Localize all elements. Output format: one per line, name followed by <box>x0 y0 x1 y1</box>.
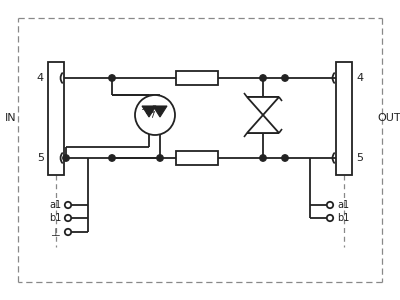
Bar <box>336 62 352 175</box>
Text: b1: b1 <box>49 213 61 223</box>
Polygon shape <box>153 106 167 117</box>
Circle shape <box>327 215 333 221</box>
Polygon shape <box>247 115 279 133</box>
Circle shape <box>260 155 266 161</box>
Circle shape <box>282 75 288 81</box>
Text: 4: 4 <box>356 73 363 83</box>
Polygon shape <box>247 97 279 115</box>
Text: a1: a1 <box>49 200 61 210</box>
Circle shape <box>109 75 115 81</box>
Circle shape <box>327 202 333 208</box>
Text: $\bot$: $\bot$ <box>48 226 61 238</box>
Circle shape <box>65 215 71 221</box>
Circle shape <box>65 202 71 208</box>
Circle shape <box>65 229 71 235</box>
Text: 5: 5 <box>37 153 44 163</box>
Polygon shape <box>142 106 156 117</box>
Bar <box>176 71 218 85</box>
Text: b1: b1 <box>337 213 349 223</box>
Circle shape <box>135 95 175 135</box>
Bar <box>176 151 218 165</box>
Text: 4: 4 <box>37 73 44 83</box>
Circle shape <box>260 75 266 81</box>
Text: IN: IN <box>5 113 17 123</box>
Circle shape <box>282 155 288 161</box>
Bar <box>48 62 64 175</box>
Circle shape <box>157 155 163 161</box>
Text: 5: 5 <box>356 153 363 163</box>
Circle shape <box>109 155 115 161</box>
Text: a1: a1 <box>337 200 349 210</box>
Circle shape <box>63 155 69 161</box>
Text: OUT: OUT <box>377 113 400 123</box>
